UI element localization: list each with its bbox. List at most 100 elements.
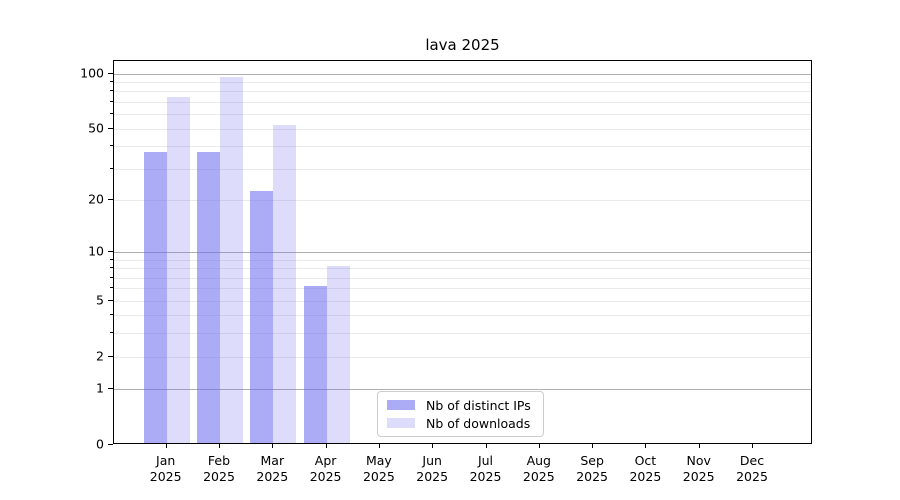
legend: Nb of distinct IPs Nb of downloads (377, 391, 544, 437)
minor-gridline (114, 268, 811, 270)
y-tick-label: 1 (96, 380, 104, 396)
minor-gridline (114, 300, 811, 302)
y-tick-label: 5 (96, 292, 104, 308)
y-tick-mark (108, 127, 113, 129)
month-label: May (365, 453, 392, 468)
minor-gridline (114, 114, 811, 116)
y-tick-label: 0 (96, 436, 104, 452)
month-label: Aug (526, 453, 551, 468)
year-label: 2025 (362, 469, 395, 484)
minor-gridline (114, 259, 811, 261)
x-tick-label: Jan 2025 (134, 453, 198, 485)
x-tick-mark (645, 444, 647, 448)
year-label: 2025 (682, 469, 715, 484)
year-label: 2025 (576, 469, 608, 484)
minor-gridline (114, 146, 811, 148)
minor-gridline (114, 81, 811, 83)
year-label: 2025 (256, 469, 289, 484)
x-tick-mark (165, 444, 167, 448)
x-tick-label: Mar 2025 (240, 453, 304, 485)
bar-distinct-ips (197, 152, 220, 443)
bar-distinct-ips (143, 152, 167, 443)
x-tick-label: May 2025 (347, 453, 411, 485)
y-minor-tick-mark (110, 314, 113, 316)
major-gridline (114, 73, 811, 75)
x-tick-mark (752, 444, 753, 448)
month-label: Jan (156, 453, 176, 468)
x-tick-label: Jun 2025 (400, 453, 464, 485)
x-tick-label: Feb 2025 (187, 453, 251, 485)
x-tick-label: Sep 2025 (560, 453, 624, 485)
x-tick-mark (325, 444, 327, 448)
bar-distinct-ips (303, 286, 327, 443)
month-label: Feb (207, 453, 231, 468)
minor-gridline (114, 91, 811, 93)
y-tick-label: 10 (88, 243, 104, 259)
y-minor-tick-mark (110, 258, 113, 260)
month-label: Sep (580, 453, 604, 468)
y-tick-mark (108, 388, 113, 390)
month-label: Mar (260, 453, 285, 468)
y-tick-label: 100 (80, 65, 104, 81)
y-minor-tick-mark (110, 80, 113, 82)
bar-distinct-ips (250, 190, 274, 443)
y-minor-tick-mark (110, 276, 113, 278)
minor-gridline (114, 333, 811, 335)
x-tick-label: Jul 2025 (454, 453, 518, 485)
month-label: Apr (314, 453, 337, 468)
bar-downloads (273, 124, 297, 443)
y-tick-mark (108, 444, 113, 445)
year-label: 2025 (309, 469, 342, 484)
month-label: Dec (739, 453, 765, 468)
y-minor-tick-mark (110, 113, 113, 115)
legend-label-downloads: Nb of downloads (426, 415, 531, 431)
year-label: 2025 (629, 469, 662, 484)
month-label: Oct (634, 453, 657, 468)
y-minor-tick-mark (110, 287, 113, 289)
minor-gridline (114, 128, 811, 130)
y-tick-mark (108, 198, 113, 200)
x-tick-mark (219, 444, 220, 448)
x-tick-mark (538, 444, 540, 448)
x-tick-mark (272, 444, 274, 448)
legend-item-downloads: Nb of downloads (387, 416, 534, 431)
bar-downloads (220, 77, 243, 443)
y-tick-mark (108, 355, 113, 357)
y-tick-label: 50 (88, 120, 104, 136)
major-gridline (114, 251, 811, 253)
x-tick-label: Dec 2025 (720, 453, 784, 485)
legend-label-distinct-ips: Nb of distinct IPs (426, 397, 531, 413)
plot-area (113, 60, 812, 444)
minor-gridline (114, 168, 811, 170)
y-tick-mark (108, 250, 113, 252)
month-label: Jul (477, 453, 494, 468)
bar-downloads (166, 96, 190, 443)
y-minor-tick-mark (110, 267, 113, 269)
minor-gridline (114, 356, 811, 358)
minor-gridline (114, 277, 811, 279)
legend-item-distinct-ips: Nb of distinct IPs (387, 398, 534, 413)
minor-gridline (114, 288, 811, 290)
x-tick-mark (432, 444, 434, 448)
legend-swatch-distinct-ips (387, 400, 415, 410)
y-tick-label: 2 (96, 348, 104, 364)
x-tick-label: Nov 2025 (667, 453, 731, 485)
y-minor-tick-mark (110, 90, 113, 92)
y-minor-tick-mark (110, 100, 113, 102)
chart-title: lava 2025 (425, 36, 500, 54)
month-label: Nov (686, 453, 711, 468)
y-minor-tick-mark (110, 332, 113, 334)
month-label: Jun (422, 453, 442, 468)
bar-downloads (326, 266, 350, 443)
minor-gridline (114, 199, 811, 201)
x-tick-mark (592, 444, 594, 448)
x-tick-label: Apr 2025 (294, 453, 358, 485)
minor-gridline (114, 101, 811, 103)
x-tick-mark (378, 444, 380, 448)
x-tick-label: Aug 2025 (507, 453, 571, 485)
y-tick-label: 20 (88, 191, 104, 207)
legend-swatch-downloads (387, 418, 415, 428)
year-label: 2025 (522, 469, 555, 484)
x-tick-mark (485, 444, 487, 448)
